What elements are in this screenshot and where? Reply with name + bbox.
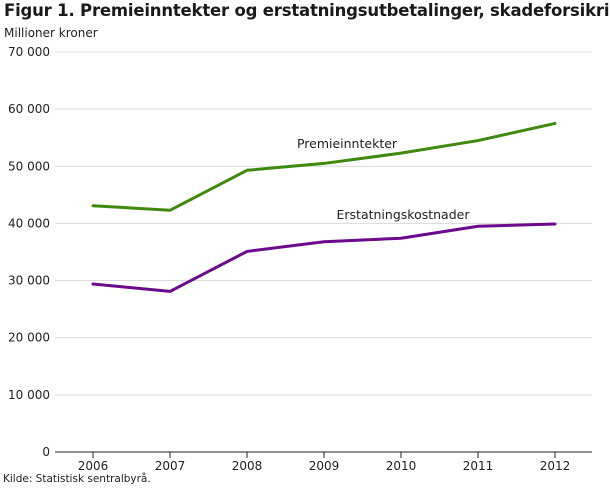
y-tick-labels: 0 10 000 20 000 30 000 40 000 50 000 60 000 70 … bbox=[8, 45, 50, 459]
x-axis: 2006 2007 2008 2009 2010 2011 2012 bbox=[55, 451, 592, 473]
chart-title: Figur 1. Premieinntekter og erstatningsu… bbox=[4, 1, 610, 20]
y-tick-label: 10 000 bbox=[8, 388, 50, 402]
x-tick-label: 2011 bbox=[463, 459, 494, 473]
x-tick-label: 2008 bbox=[232, 459, 263, 473]
y-tick-label: 20 000 bbox=[8, 331, 50, 345]
gridlines bbox=[55, 51, 592, 396]
series-label: Premieinntekter bbox=[297, 136, 398, 151]
y-tick-label: 60 000 bbox=[8, 102, 50, 116]
y-axis-unit-label: Millioner kroner bbox=[4, 26, 98, 40]
y-tick-label: 70 000 bbox=[8, 45, 50, 59]
y-tick-label: 50 000 bbox=[8, 159, 50, 173]
source-note: Kilde: Statistisk sentralbyrå. bbox=[3, 473, 151, 485]
series-line-premieinntekter bbox=[91, 121, 557, 212]
x-tick-label: 2009 bbox=[309, 459, 340, 473]
series-labels: Premieinntekter Erstatningskostnader bbox=[297, 136, 470, 222]
x-tick-label: 2010 bbox=[386, 459, 417, 473]
x-tick-label: 2007 bbox=[155, 459, 186, 473]
series-label: Erstatningskostnader bbox=[337, 207, 471, 222]
y-tick-label: 30 000 bbox=[8, 274, 50, 288]
series-line-erstatningskostnader bbox=[91, 222, 557, 293]
series-lines bbox=[91, 121, 557, 293]
x-tick-label: 2012 bbox=[540, 459, 571, 473]
y-tick-label: 40 000 bbox=[8, 216, 50, 230]
x-tick-label: 2006 bbox=[78, 459, 109, 473]
y-tick-label: 0 bbox=[42, 445, 50, 459]
